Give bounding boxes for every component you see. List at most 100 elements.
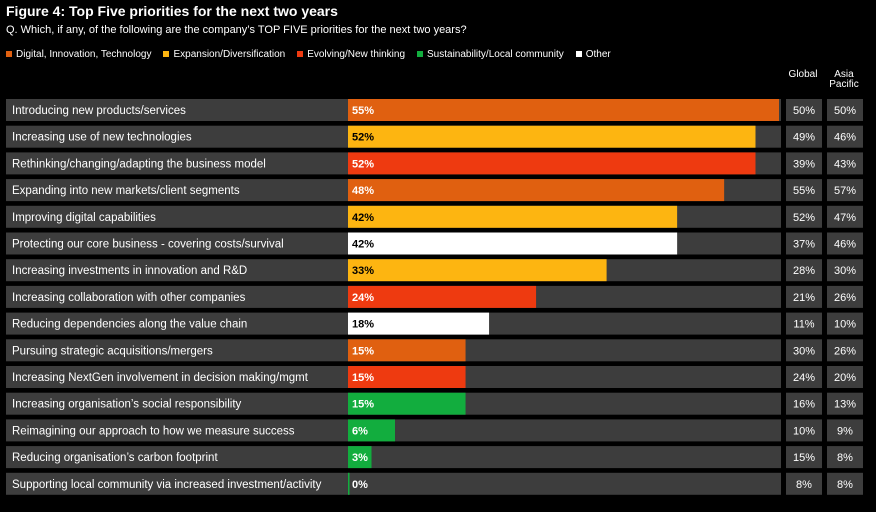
asia-pacific-value: 9% [837, 425, 853, 437]
asia-pacific-cell [827, 312, 863, 335]
bar [348, 366, 466, 388]
global-value: 28% [793, 265, 815, 277]
bar [348, 339, 466, 362]
asia-pacific-cell [827, 446, 863, 469]
category-label: Increasing NextGen involvement in decisi… [12, 372, 309, 384]
legend-label: Digital, Innovation, Technology [16, 48, 152, 60]
asia-pacific-cell [827, 232, 863, 255]
global-cell [786, 152, 822, 175]
global-value: 49% [793, 132, 815, 144]
global-value: 10% [793, 425, 815, 437]
data-label: 18% [352, 319, 374, 331]
global-cell [786, 419, 822, 442]
legend-item-sustainability: Sustainability/Local community [417, 49, 564, 60]
global-value: 24% [793, 372, 815, 384]
asia-pacific-cell [827, 419, 863, 442]
global-value: 37% [793, 239, 815, 251]
global-cell [786, 339, 822, 362]
data-label: 3% [352, 452, 368, 464]
global-value: 8% [796, 479, 812, 491]
legend-item-evolving: Evolving/New thinking [297, 49, 405, 60]
global-cell [786, 392, 822, 415]
category-label: Reimagining our approach to how we measu… [12, 425, 295, 437]
data-label: 15% [352, 345, 374, 357]
category-label: Reducing organisation’s carbon footprint [12, 452, 218, 464]
legend-swatch [163, 51, 170, 57]
global-value: 15% [793, 452, 815, 464]
asia-pacific-value: 30% [834, 265, 856, 277]
asia-pacific-cell [827, 205, 863, 228]
bar [348, 446, 372, 469]
data-label: 42% [352, 212, 374, 224]
legend-swatch [575, 51, 582, 57]
global-cell [786, 472, 822, 495]
chart-title: Figure 4: Top Five priorities for the ne… [6, 3, 338, 19]
asia-pacific-cell [827, 366, 863, 388]
bar [348, 312, 490, 335]
asia-pacific-value: 46% [834, 132, 856, 144]
asia-pacific-cell [827, 339, 863, 362]
legend-item-expansion: Expansion/Diversification [163, 49, 285, 60]
global-value: 30% [793, 345, 815, 357]
asia-pacific-cell [827, 179, 863, 202]
data-label: 0% [352, 479, 368, 491]
legend-swatch [417, 51, 424, 57]
bar [348, 232, 678, 255]
data-label: 55% [352, 105, 374, 117]
asia-pacific-value: 47% [834, 212, 856, 224]
category-label: Increasing collaboration with other comp… [12, 292, 246, 304]
category-label: Increasing organisation’s social respons… [12, 399, 242, 411]
category-label: Reducing dependencies along the value ch… [12, 319, 247, 331]
global-value: 21% [793, 292, 815, 304]
global-cell [786, 312, 822, 335]
asia-pacific-value: 46% [834, 239, 856, 251]
legend-label: Other [585, 48, 611, 60]
category-label: Increasing use of new technologies [12, 132, 192, 144]
legend-swatch [6, 51, 12, 57]
data-label: 52% [352, 158, 374, 170]
asia-pacific-value: 8% [837, 452, 853, 464]
legend-label: Sustainability/Local community [427, 48, 564, 60]
asia-pacific-value: 26% [834, 345, 856, 357]
data-label: 15% [352, 399, 374, 411]
global-cell [786, 232, 822, 255]
asia-pacific-value: 57% [834, 185, 856, 197]
asia-pacific-value: 8% [837, 479, 853, 491]
bar [348, 472, 350, 495]
category-label: Expanding into new markets/client segmen… [12, 185, 240, 197]
legend-swatch [297, 51, 304, 57]
data-label: 33% [352, 265, 374, 277]
category-label: Rethinking/changing/adapting the busines… [12, 158, 266, 170]
bar [348, 205, 678, 228]
asia-pacific-value: 43% [834, 158, 856, 170]
category-label: Increasing investments in innovation and… [12, 265, 247, 277]
asia-pacific-cell [827, 259, 863, 282]
survey-question: Q. Which, if any, of the following are t… [6, 24, 467, 36]
asia-pacific-cell [827, 285, 863, 308]
global-cell [786, 446, 822, 469]
bar [348, 419, 396, 442]
global-column-header: Global [788, 69, 818, 80]
category-label: Improving digital capabilities [12, 212, 156, 224]
asia-pacific-column-header: Asia Pacific [829, 69, 859, 90]
bar [348, 259, 607, 282]
row-background [6, 472, 781, 495]
asia-pacific-cell [827, 99, 863, 121]
global-value: 16% [793, 399, 815, 411]
data-label: 52% [352, 132, 374, 144]
bar [348, 99, 779, 121]
row-background [6, 446, 781, 469]
data-label: 24% [352, 292, 374, 304]
bar [348, 125, 756, 148]
global-value: 55% [793, 185, 815, 197]
asia-pacific-cell [827, 125, 863, 148]
legend: Digital, Innovation, Technology Expansion… [6, 47, 623, 61]
data-label: 42% [352, 239, 374, 251]
global-cell [786, 259, 822, 282]
global-cell [786, 205, 822, 228]
global-cell [786, 285, 822, 308]
global-value: 52% [793, 212, 815, 224]
bar [348, 179, 725, 202]
asia-pacific-cell [827, 472, 863, 495]
data-label: 6% [352, 425, 368, 437]
